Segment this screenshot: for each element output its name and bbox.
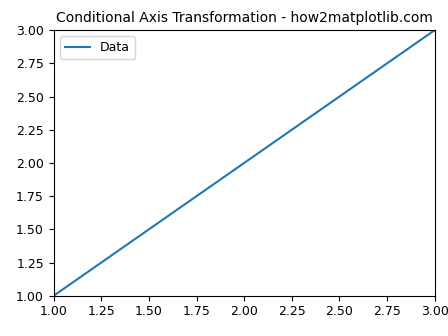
Line: Data: Data (54, 30, 435, 296)
Data (278, 136, 283, 140)
Data (51, 294, 56, 298)
Data (396, 53, 401, 57)
Legend: Data: Data (60, 37, 135, 59)
Title: Conditional Axis Transformation - how2matplotlib.com: Conditional Axis Transformation - how2ma… (56, 11, 433, 25)
Data (52, 293, 58, 297)
Data (432, 28, 437, 32)
Data (284, 131, 289, 135)
Data (276, 136, 282, 140)
Data (372, 70, 377, 74)
